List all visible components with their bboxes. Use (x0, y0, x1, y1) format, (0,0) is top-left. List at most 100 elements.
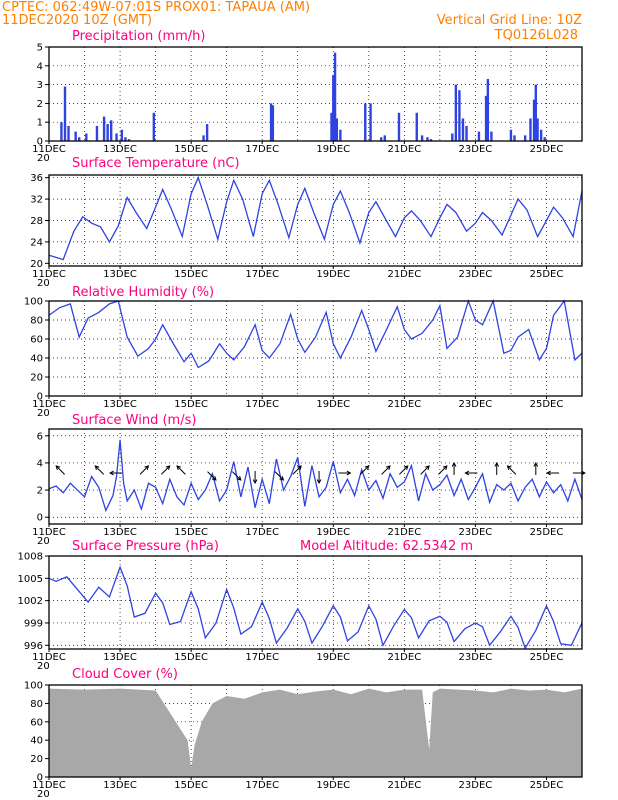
x-tick-label: 19DEC (316, 399, 350, 410)
wind-arrow-head (464, 470, 470, 476)
wind-arrow (232, 471, 242, 481)
wind-arrow-head (546, 470, 551, 476)
x-tick-label: 17DEC (245, 269, 279, 280)
x-year-label: 20 (37, 789, 50, 800)
wind-arrow (438, 465, 448, 475)
y-tick-label: 60 (30, 335, 43, 346)
wind-arrow (572, 470, 586, 476)
x-tick-label: 23DEC (459, 780, 493, 791)
y-tick-label: 100 (24, 297, 43, 308)
x-tick-label: 23DEC (459, 269, 493, 280)
wind-arrow-shaft (160, 465, 171, 475)
y-tick-label: 999 (24, 618, 43, 629)
x-tick-label: 21DEC (387, 652, 421, 663)
wind-arrow (274, 471, 285, 481)
wind-arrow-head (55, 465, 61, 470)
header-left-line2: 11DEC2020 10Z (GMT) (2, 13, 152, 28)
wind-arrow-head (236, 476, 242, 481)
x-tick-label: 23DEC (459, 527, 493, 538)
x-tick-label: 15DEC (174, 399, 208, 410)
panel-rh: Relative Humidity (%) 0 20 40 60 80 100 11DEC 13… (24, 285, 583, 419)
precip-bar (369, 103, 372, 141)
wind-arrow-head (279, 476, 285, 481)
precip-bar (539, 129, 543, 141)
temp-series-line (48, 175, 583, 261)
x-tick-label: 13DEC (103, 269, 137, 280)
y-tick-label: 6 (37, 431, 43, 442)
precip-bar (115, 133, 118, 141)
y-tick-label: 3 (37, 80, 43, 91)
header-right-line2: TQ0126L028 (494, 28, 578, 43)
panel-frame (48, 555, 583, 650)
y-tick-label: 20 (30, 373, 43, 384)
panels: Precipitation (mm/h) 0 1 2 3 4 5 11DEC 13DEC 15DE… (18, 29, 586, 800)
wind-arrow (292, 465, 302, 475)
header-right-line1: Vertical Grid Line: 10Z (437, 13, 582, 28)
x-tick-label: 13DEC (103, 399, 137, 410)
wind-arrow-head (176, 465, 182, 470)
panel-frame (48, 174, 583, 267)
precip-bar (330, 112, 333, 141)
x-tick-label: 11DEC (32, 527, 66, 538)
y-tick-label: 20 (30, 259, 43, 270)
precip-bar (74, 131, 77, 141)
wind-arrow-shaft (55, 465, 65, 475)
y-tick-label: 2 (37, 486, 43, 497)
wind-arrow-head (316, 479, 322, 485)
precip-bar (536, 118, 539, 141)
x-tick-label: 21DEC (387, 144, 421, 155)
x-year-label: 20 (37, 408, 50, 419)
precip-bar (429, 139, 433, 141)
precip-bar (529, 118, 532, 141)
wind-arrow (451, 461, 457, 475)
cloud-cover-area (49, 688, 582, 777)
panel-title: Relative Humidity (%) (72, 285, 214, 300)
wind-arrow (533, 461, 539, 475)
wind-arrow-head (451, 461, 457, 467)
precip-bar (420, 135, 424, 141)
wind-arrow (176, 465, 186, 475)
precip-bar (332, 75, 335, 141)
wind-arrow-shaft (438, 465, 448, 475)
wind-arrow-head (386, 465, 391, 470)
precip-bar (380, 137, 383, 141)
x-tick-label: 25DEC (530, 269, 564, 280)
wind-arrow (139, 465, 150, 475)
panel-frame (48, 684, 583, 778)
x-tick-label: 25DEC (530, 144, 564, 155)
precip-bar (102, 116, 106, 141)
x-tick-label: 17DEC (245, 527, 279, 538)
panel-frame (48, 46, 583, 142)
wind-arrow-shaft (207, 471, 217, 481)
wind-arrow (160, 465, 171, 475)
x-tick-label: 17DEC (245, 144, 279, 155)
wind-arrow-head (364, 465, 370, 470)
precip-bar (127, 139, 131, 141)
precip-bar (484, 95, 488, 141)
wind-arrow-head (165, 465, 171, 470)
y-tick-label: 1 (37, 118, 43, 129)
wind-arrow (252, 471, 258, 485)
x-tick-label: 19DEC (316, 780, 350, 791)
wind-arrow-shaft (359, 465, 370, 475)
x-year-label: 20 (37, 278, 50, 289)
x-tick-label: 21DEC (387, 780, 421, 791)
y-tick-label: 0 (37, 137, 43, 148)
x-tick-label: 15DEC (174, 652, 208, 663)
x-tick-label: 15DEC (174, 527, 208, 538)
x-tick-label: 19DEC (316, 269, 350, 280)
y-tick-label: 0 (37, 392, 43, 403)
precip-bar (333, 52, 337, 141)
precip-bar (461, 118, 465, 141)
x-tick-label: 13DEC (103, 652, 137, 663)
x-year-label: 20 (37, 536, 50, 547)
precip-bar (364, 103, 367, 141)
panel-temp: Surface Temperature (nC) 20 24 28 32 36 11DEC 1… (30, 156, 583, 289)
precip-bar (271, 105, 275, 141)
precip-bar (477, 131, 481, 141)
x-tick-label: 19DEC (316, 527, 350, 538)
y-tick-label: 2 (37, 99, 43, 110)
precip-bar (109, 120, 113, 141)
wind-arrow-shaft (420, 465, 430, 475)
